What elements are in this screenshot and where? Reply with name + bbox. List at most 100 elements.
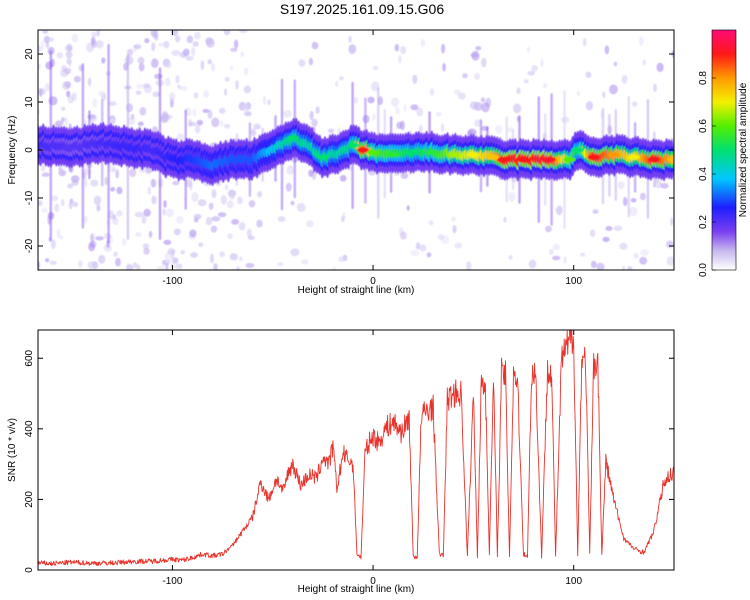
- heatmap-cell: [395, 106, 400, 115]
- heatmap-cell: [163, 40, 170, 49]
- heatmap-cell: [134, 211, 144, 218]
- spectrogram-y-tick-label: 20: [24, 48, 35, 60]
- heatmap-cell: [387, 152, 400, 158]
- heatmap-cell: [218, 107, 226, 114]
- heatmap-cell: [430, 88, 434, 96]
- heatmap-cell: [220, 194, 227, 205]
- heatmap-cell: [285, 182, 292, 192]
- heatmap-cell: [400, 172, 409, 179]
- heatmap-cell: [180, 250, 185, 255]
- heatmap-cell: [622, 196, 628, 207]
- heatmap-cell: [177, 84, 181, 90]
- snr-axis-ticks: -100 0 100 0 200 400 600: [24, 330, 674, 587]
- heatmap-cell: [158, 42, 166, 48]
- heatmap-cell: [666, 256, 674, 266]
- heatmap-cell: [639, 256, 648, 265]
- heatmap-cell: [604, 45, 610, 55]
- heatmap-cell: [286, 165, 295, 176]
- colorbar: 0.0 0.2 0.4 0.6 0.8 Normalized spectral ampl…: [698, 29, 749, 277]
- heatmap-cell: [400, 231, 407, 240]
- heatmap-cell: [208, 202, 214, 210]
- heatmap-cell: [630, 198, 637, 203]
- heatmap-cell: [517, 157, 530, 163]
- heatmap-cell: [45, 258, 50, 263]
- heatmap-cell: [403, 103, 407, 112]
- heatmap-cell: [367, 96, 375, 104]
- heatmap-cell: [406, 205, 410, 211]
- snr-series-line: [38, 330, 674, 567]
- heatmap-cell: [139, 107, 147, 116]
- snr-y-tick-label: 400: [24, 420, 35, 437]
- heatmap-cell: [95, 236, 104, 241]
- heatmap-cell: [642, 59, 647, 66]
- heatmap-cell: [137, 56, 145, 64]
- heatmap-cell: [91, 40, 97, 49]
- heatmap-cell: [88, 242, 96, 252]
- heatmap-cell: [211, 117, 220, 128]
- heatmap-cell: [639, 192, 646, 201]
- heatmap-cell: [347, 142, 359, 148]
- heatmap-cell: [65, 50, 73, 59]
- snr-y-tick-label: 200: [24, 491, 35, 508]
- heatmap-cell: [98, 90, 105, 97]
- heatmap-cell: [224, 184, 229, 191]
- heatmap-cell: [202, 108, 210, 113]
- heatmap-cell: [227, 233, 233, 239]
- spectrogram-x-tick-label: -100: [162, 276, 182, 287]
- heatmap-cell: [440, 123, 445, 133]
- heatmap-cell: [348, 35, 352, 43]
- heatmap-cell: [152, 91, 161, 98]
- heatmap-cell: [41, 207, 49, 214]
- colorbar-ticks: 0.0 0.2 0.4 0.6 0.8: [698, 71, 716, 277]
- heatmap-cell: [242, 104, 249, 113]
- heatmap-cell: [185, 55, 194, 61]
- heatmap-cell: [138, 62, 145, 72]
- heatmap-cell: [555, 205, 563, 216]
- heatmap-cell: [67, 183, 74, 189]
- heatmap-cell: [129, 168, 137, 178]
- heatmap-cell: [250, 127, 257, 136]
- heatmap-cell: [589, 229, 596, 238]
- heatmap-cell: [239, 30, 248, 34]
- heatmap-cell: [220, 120, 224, 127]
- heatmap-cell: [203, 90, 210, 98]
- heatmap-cell: [540, 58, 544, 68]
- heatmap-cell: [418, 125, 423, 133]
- heatmap-cell: [372, 113, 376, 121]
- heatmap-cell: [548, 248, 554, 256]
- heatmap-cell: [151, 195, 157, 205]
- heatmap-cell: [447, 152, 460, 158]
- heatmap-cell: [475, 46, 482, 51]
- heatmap-cell: [191, 46, 196, 57]
- heatmap-cell: [73, 75, 81, 83]
- heatmap-cell: [104, 176, 108, 186]
- heatmap-cell: [162, 208, 166, 216]
- heatmap-cell: [495, 125, 503, 134]
- heatmap-cell: [582, 37, 587, 47]
- heatmap-cell: [247, 235, 255, 240]
- heatmap-cell: [191, 192, 199, 202]
- heatmap-cell: [38, 200, 43, 207]
- heatmap-cell: [226, 200, 234, 209]
- heatmap-cell: [169, 92, 176, 101]
- heatmap-cell: [150, 30, 158, 37]
- heatmap-cell: [210, 225, 218, 233]
- heatmap-cell: [125, 263, 134, 270]
- heatmap-cell: [243, 85, 251, 94]
- heatmap-cell: [40, 165, 46, 172]
- heatmap-cell: [660, 183, 669, 189]
- heatmap-cell: [400, 46, 407, 55]
- heatmap-cell: [248, 200, 256, 208]
- heatmap-cell: [188, 121, 197, 127]
- heatmap-cell: [198, 242, 204, 248]
- heatmap-cell: [410, 249, 419, 257]
- heatmap-cell: [163, 239, 172, 245]
- heatmap-cell: [407, 149, 420, 155]
- heatmap-cell: [338, 256, 345, 263]
- heatmap-cell: [58, 167, 63, 173]
- heatmap-cell: [311, 118, 318, 127]
- heatmap-cell: [543, 82, 547, 89]
- heatmap-cell: [290, 200, 295, 206]
